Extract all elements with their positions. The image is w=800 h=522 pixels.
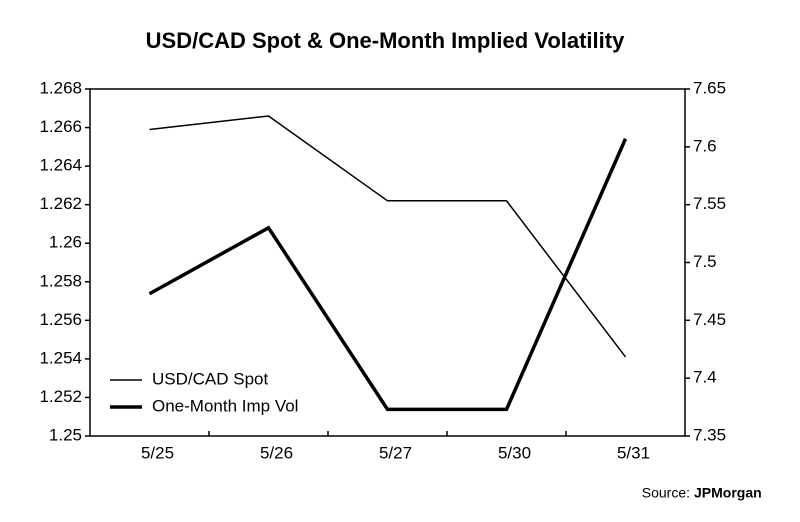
y-tick-label: 1.262 [39, 194, 82, 213]
y2-tick-label: 7.5 [693, 252, 717, 271]
x-tick-label: 5/27 [379, 443, 412, 462]
legend-label: USD/CAD Spot [152, 369, 268, 388]
y2-tick-label: 7.55 [693, 194, 726, 213]
y-tick-label: 1.268 [39, 78, 82, 97]
source-label: Source: [642, 485, 690, 501]
source: JPMorgan [694, 485, 762, 501]
y-tick-label: 1.25 [49, 425, 82, 444]
y-tick-label: 1.266 [39, 117, 82, 136]
series-line [148, 138, 628, 412]
y-tick-label: 1.252 [39, 387, 82, 406]
y-tick-label: 1.254 [39, 348, 82, 367]
x-tick-label: 5/30 [498, 443, 531, 462]
legend-label: One-Month Imp Vol [152, 396, 298, 415]
y2-tick-label: 7.35 [693, 425, 726, 444]
y-tick-label: 1.258 [39, 271, 82, 290]
y2-tick-label: 7.4 [693, 368, 717, 387]
x-tick-label: 5/25 [141, 443, 174, 462]
y2-tick-label: 7.6 [693, 136, 717, 155]
y2-tick-label: 7.65 [693, 78, 726, 97]
x-tick-label: 5/26 [260, 443, 293, 462]
y-tick-label: 1.26 [49, 233, 82, 252]
y-tick-label: 1.256 [39, 310, 82, 329]
series-line [149, 115, 627, 358]
y-tick-label: 1.264 [39, 156, 82, 175]
chart-title: USD/CAD Spot & One-Month Implied Volatil… [146, 28, 625, 53]
y2-tick-label: 7.45 [693, 310, 726, 329]
x-tick-label: 5/31 [617, 443, 650, 462]
